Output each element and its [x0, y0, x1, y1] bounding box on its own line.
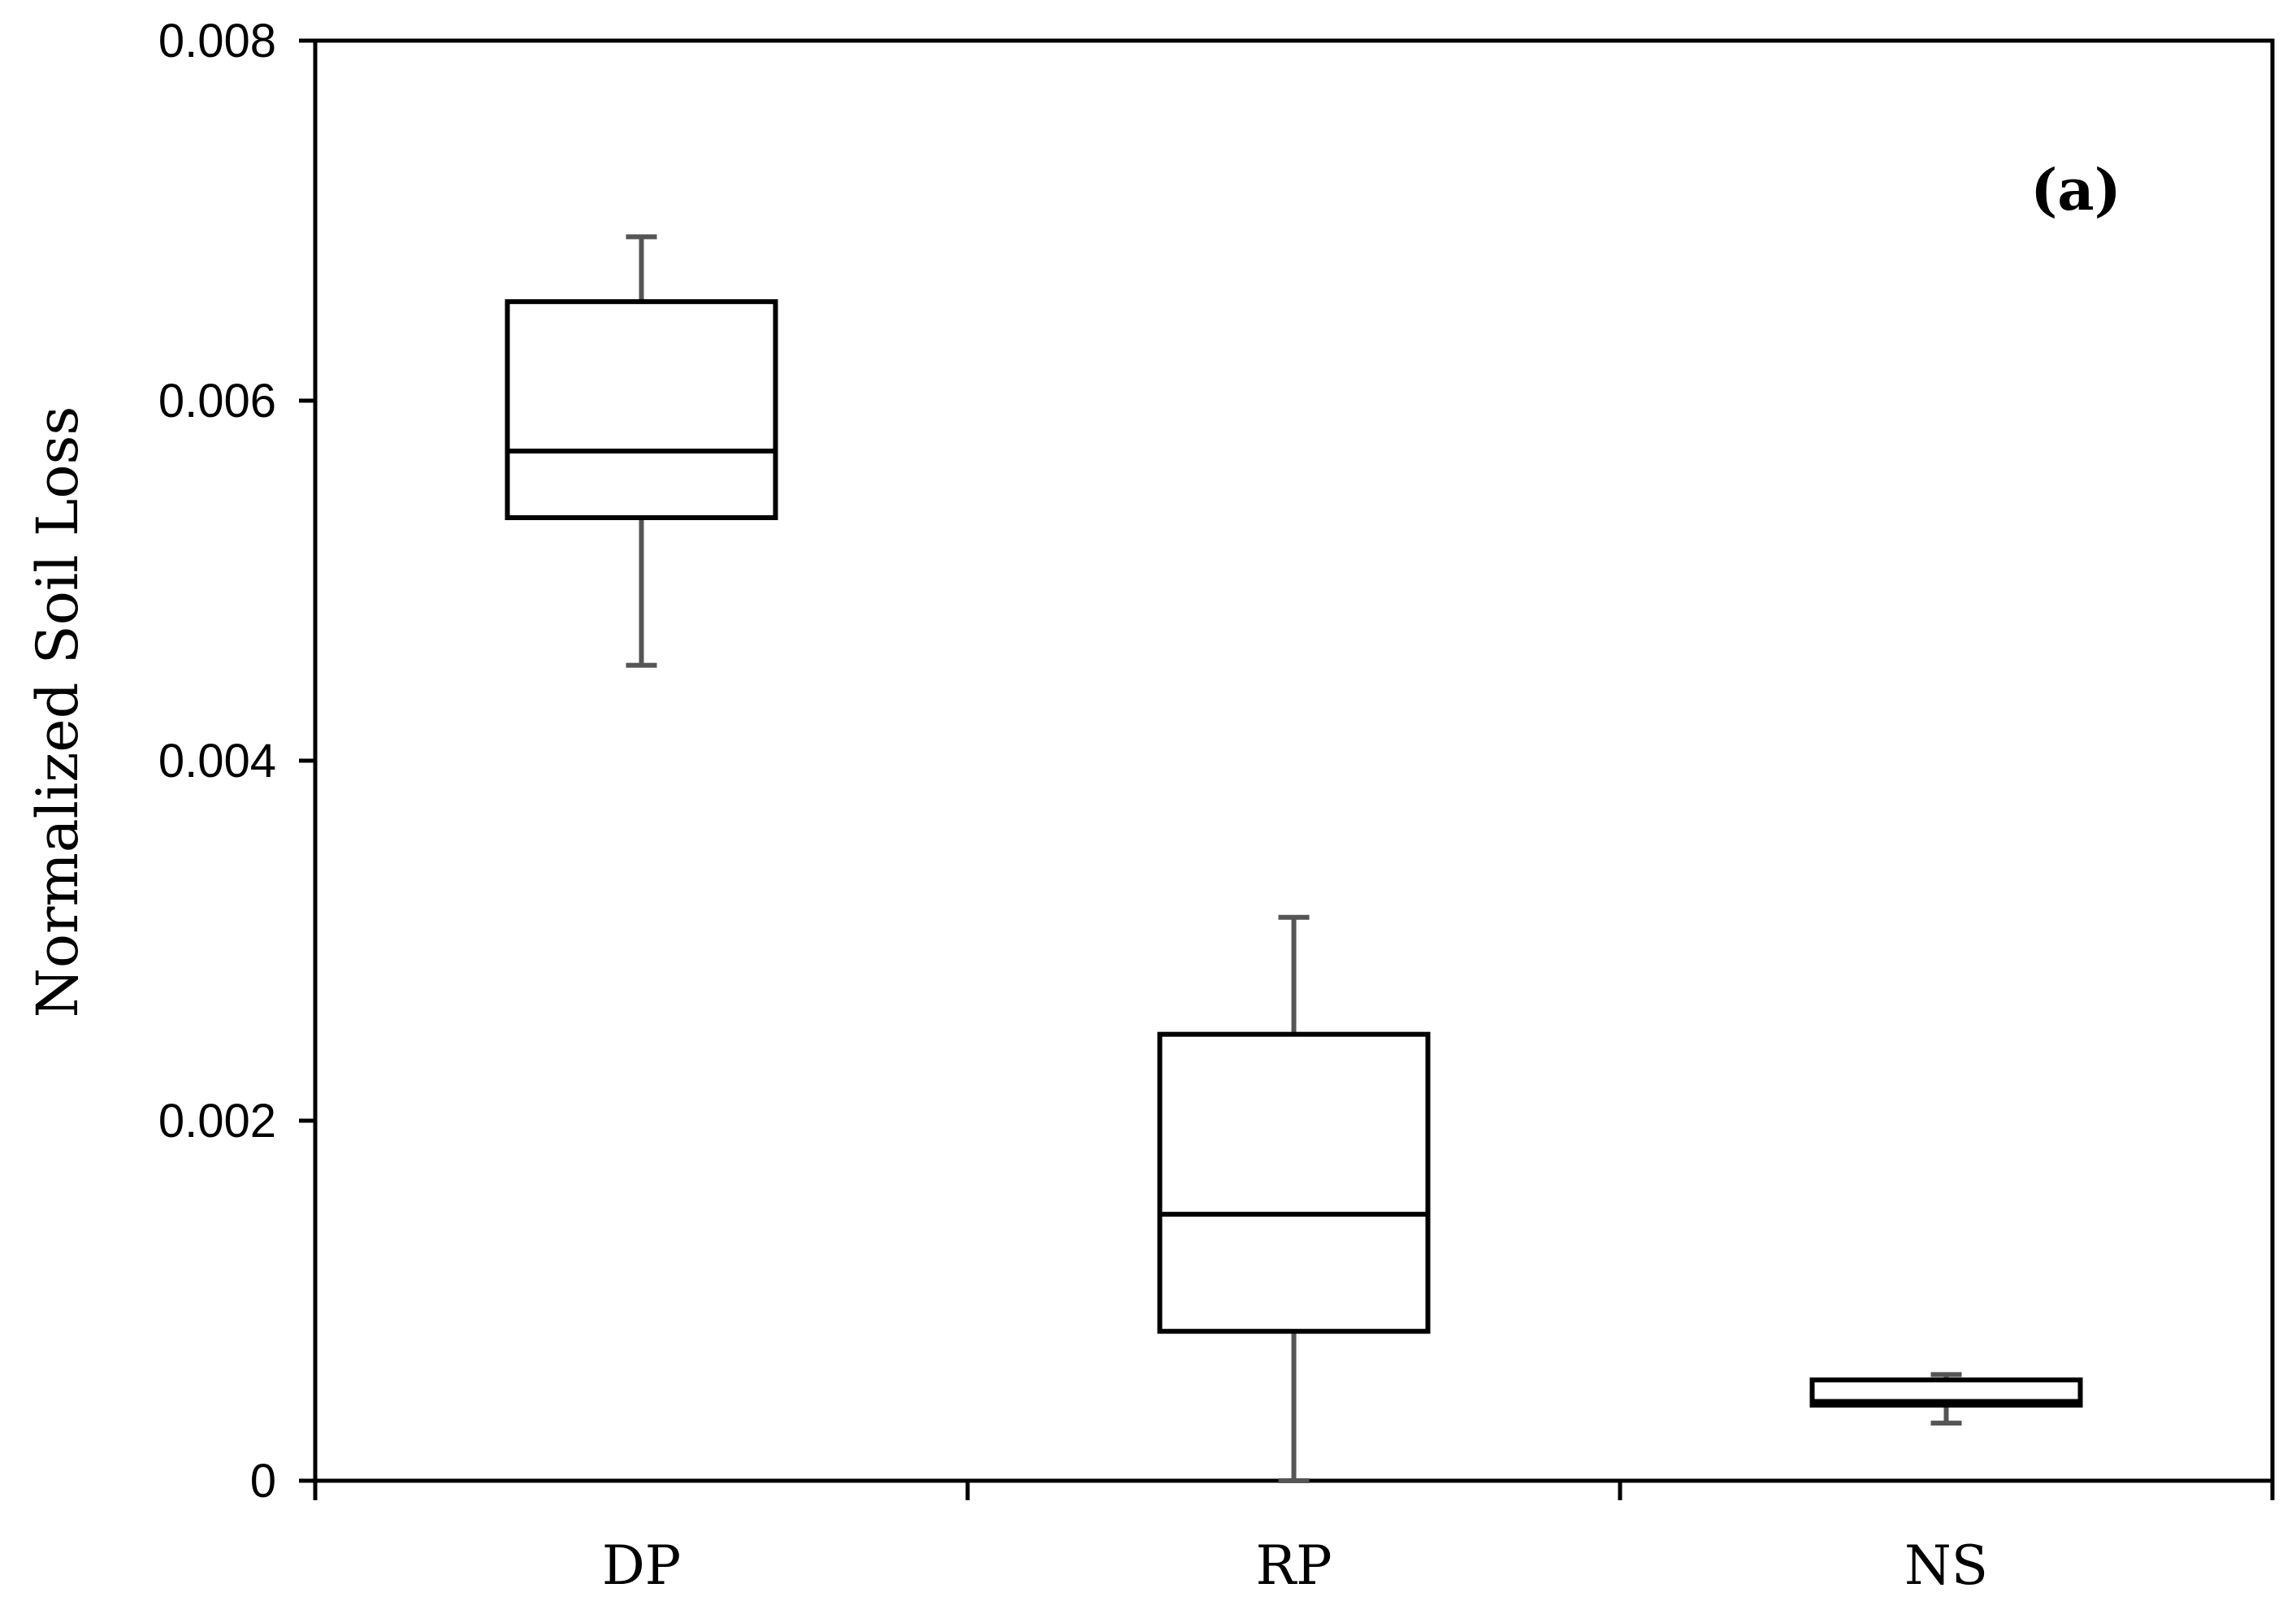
box-ns [1809, 1372, 2083, 1426]
y-axis-title: Normalized Soil Loss [24, 406, 91, 1018]
y-axis: 0 0.002 0.004 0.006 0.008 [158, 15, 315, 1508]
panel-label: (a) [2030, 156, 2121, 223]
x-tick-label-dp: DP [602, 1534, 681, 1597]
y-tick-label: 0.002 [158, 1095, 276, 1148]
box-iqr-dp [505, 299, 778, 520]
y-tick-label: 0 [250, 1455, 276, 1508]
x-tick-label-ns: NS [1904, 1534, 1988, 1597]
box-rp [1157, 914, 1431, 1483]
y-tick-label: 0.008 [158, 15, 276, 67]
x-tick-label-rp: RP [1255, 1534, 1332, 1597]
y-tick-label: 0.004 [158, 735, 276, 787]
y-tick-label: 0.006 [158, 375, 276, 427]
box-dp [505, 234, 778, 668]
boxes [505, 234, 2083, 1483]
box-iqr-rp [1157, 1031, 1431, 1334]
x-axis: DP RP NS [313, 1481, 2275, 1597]
